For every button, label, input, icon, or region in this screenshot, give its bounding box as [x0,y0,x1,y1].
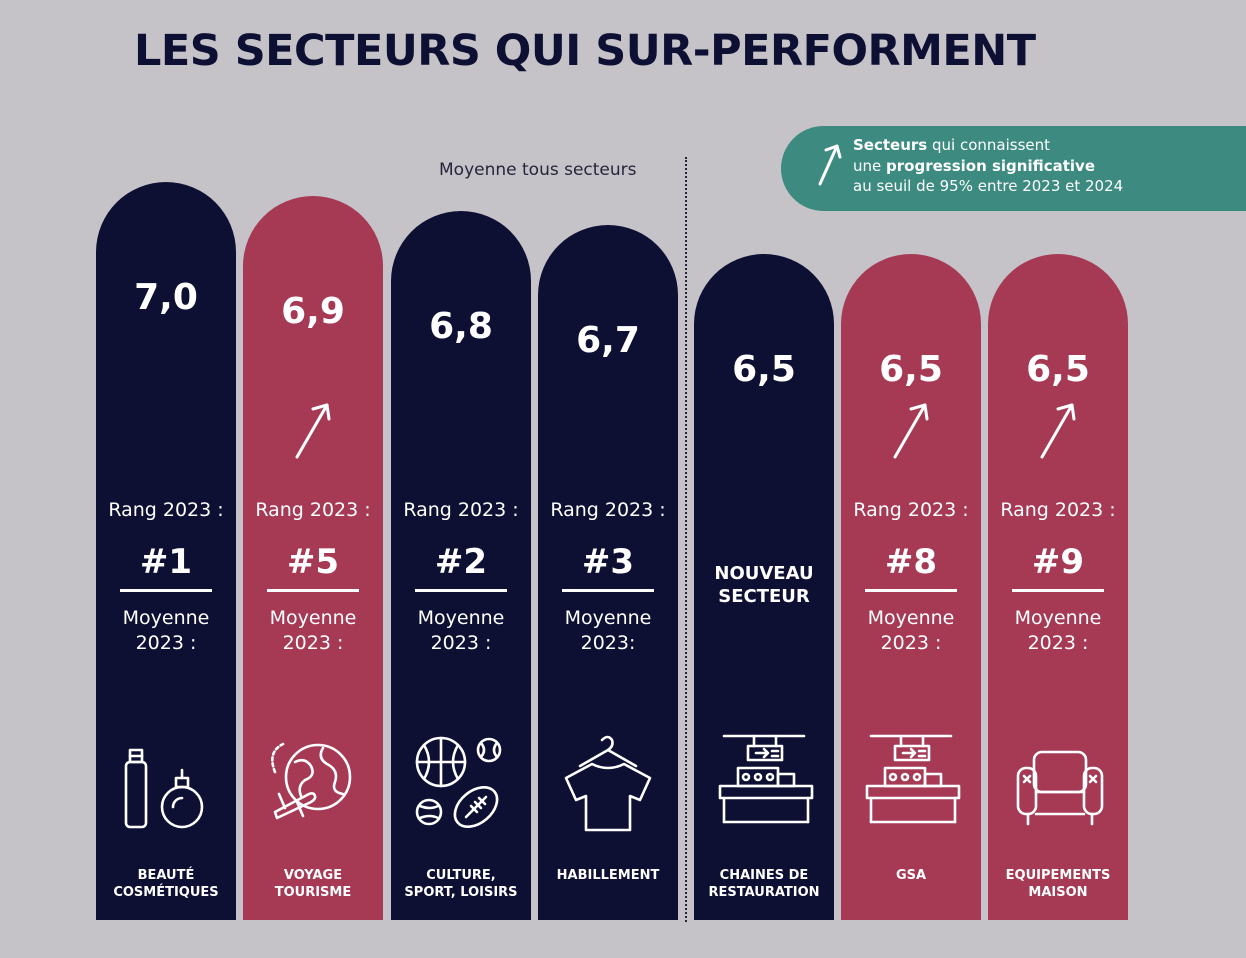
rank-2023-value: #8 [884,542,938,582]
new-sector-label: NOUVEAU SECTEUR [694,562,834,608]
legend-bold-1: Secteurs [853,136,928,154]
average-2023-line1: Moyenne [269,607,357,629]
bar-1: 7,0 Rang 2023 : #1 Moyenne 2023 : BEAUTÉ COSMÉ… [96,182,236,920]
average-2023-line2: 2023 : [880,632,942,654]
average-2023-label: Moyenne 2023: [538,606,678,656]
average-2023-label: Moyenne 2023 : [988,606,1128,656]
bar-3: 6,8 Rang 2023 : #2 Moyenne 2023 : CULTURE, SPO… [391,210,531,920]
restaurant-counter-icon [718,734,814,824]
bar-value-label: 6,7 [576,320,640,362]
rank-underline [120,589,212,592]
rank-2023-value: #2 [434,542,488,582]
rank-2023-label: Rang 2023 : [1000,499,1116,521]
average-2023-line2: 2023 : [282,632,344,654]
average-label: Moyenne tous secteurs [439,160,637,180]
bar-value-label: 6,5 [1026,349,1090,390]
category-line1: VOYAGE [283,868,343,883]
shop-counter-icon [865,734,961,824]
category-line2: SPORT, LOISIRS [404,885,518,900]
category-line2: RESTAURATION [708,885,820,900]
bar-7: 6,5 Rang 2023 : #9 Moyenne 2023 : EQUIPEMENTS… [988,254,1128,920]
bar-category-label: VOYAGE TOURISME [243,867,383,901]
bar-category-label: HABILLEMENT [538,867,678,884]
average-divider [685,157,687,922]
bar-category-label: CULTURE, SPORT, LOISIRS [391,867,531,901]
rank-underline [865,589,957,592]
up-arrow-icon [1040,403,1076,459]
category-line1: CULTURE, [426,868,496,883]
legend-bold-2: progression significative [886,156,1095,175]
average-2023-label: Moyenne 2023 : [243,606,383,656]
sports-balls-icon [415,736,502,829]
average-2023-label: Moyenne 2023 : [841,606,981,656]
bar-value-label: 6,8 [429,305,493,347]
rank-underline [267,589,359,592]
rank-underline [1012,589,1104,592]
rank-2023-label: Rang 2023 : [255,499,371,521]
up-arrow-icon [295,403,331,459]
legend-text-3: au seuil de 95% entre 2023 et 2024 [853,177,1124,195]
legend-text-1: qui connaissent [927,136,1050,154]
rank-2023-label: Rang 2023 : [403,499,519,521]
category-line2: COSMÉTIQUES [113,885,219,900]
bar-category-label: EQUIPEMENTS MAISON [988,867,1128,901]
rank-2023-value: #9 [1031,542,1085,582]
average-2023-label: Moyenne 2023 : [391,606,531,656]
category-line2: TOURISME [274,885,352,900]
rank-2023-value: #5 [286,542,340,582]
bar-value-label: 6,5 [732,349,796,390]
bar-value-label: 7,0 [134,277,198,318]
rank-2023-label: Rang 2023 : [550,499,666,521]
average-2023-line2: 2023 : [1027,632,1089,654]
cosmetics-icon [124,748,204,829]
tshirt-icon [564,735,652,832]
average-2023-line2: 2023 : [135,632,197,654]
category-line2: MAISON [1028,885,1088,900]
bar-6: 6,5 Rang 2023 : #8 Moyenne 2023 : GSA [841,254,981,920]
rank-2023-value: #1 [139,542,193,582]
bar-category-label: CHAINES DE RESTAURATION [694,867,834,901]
bar-value-label: 6,5 [879,349,943,390]
category-line1: BEAUTÉ [137,868,195,883]
rank-2023-value: #3 [581,542,635,582]
category-line1: GSA [895,868,927,883]
up-arrow-icon [893,403,929,459]
bar-category-label: GSA [841,867,981,884]
bar-4: 6,7 Rang 2023 : #3 Moyenne 2023: HABILLEMENT [538,225,678,920]
bar-value-label: 6,9 [281,291,345,333]
average-2023-line1: Moyenne [867,607,955,629]
average-2023-line2: 2023 : [430,632,492,654]
rank-underline [415,589,507,592]
average-2023-line1: Moyenne [122,607,210,629]
rank-2023-label: Rang 2023 : [108,499,224,521]
legend-text-2: une [853,156,887,175]
category-line1: EQUIPEMENTS [1005,868,1111,883]
page-title: LES SECTEURS QUI SUR-PERFORMENT [134,26,1036,76]
travel-globe-icon [271,742,352,820]
new-sector-line1: NOUVEAU [714,563,814,584]
legend-box: Secteurs qui connaissent une progression… [781,126,1246,211]
rank-2023-label: Rang 2023 : [853,499,969,521]
average-2023-line1: Moyenne [564,607,652,629]
armchair-icon [1016,750,1104,826]
legend-text: Secteurs qui connaissent une progression… [853,135,1123,197]
bar-2: 6,9 Rang 2023 : #5 Moyenne 2023 : VOYAGE TOURI… [243,196,383,920]
average-2023-label: Moyenne 2023 : [96,606,236,656]
category-line1: CHAINES DE [719,868,809,883]
average-2023-line2: 2023: [580,632,636,654]
average-2023-line1: Moyenne [1014,607,1102,629]
bar-5: 6,5 NOUVEAU SECTEUR CHAINES DE RESTAURATION [694,254,834,920]
up-arrow-icon [818,144,842,186]
bar-category-label: BEAUTÉ COSMÉTIQUES [96,867,236,901]
rank-underline [562,589,654,592]
average-2023-line1: Moyenne [417,607,505,629]
category-line1: HABILLEMENT [556,868,660,883]
new-sector-line2: SECTEUR [718,586,810,607]
